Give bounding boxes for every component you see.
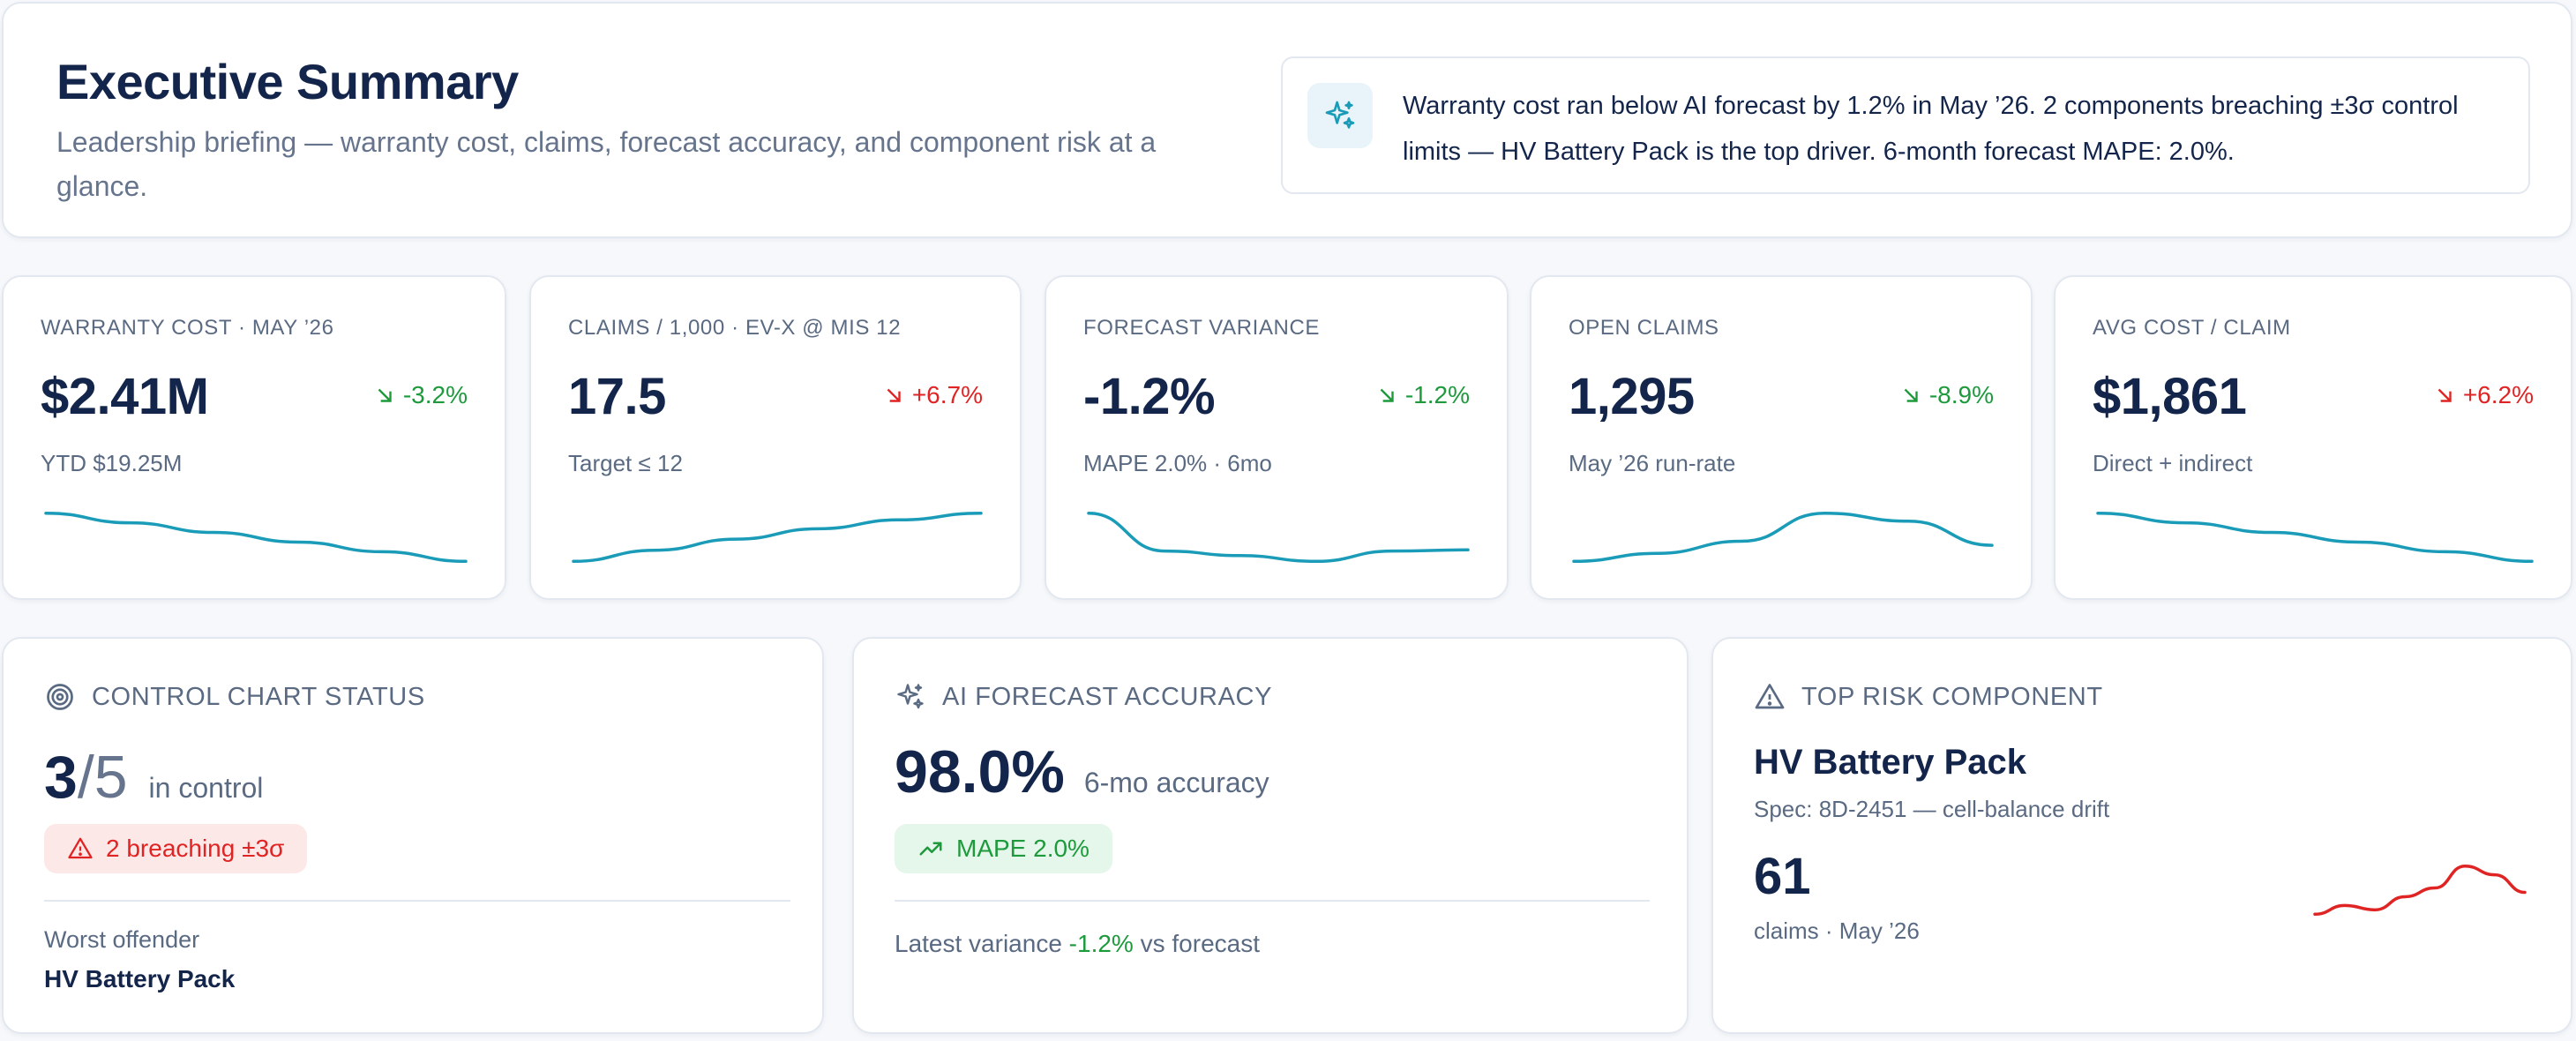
risk-claim-caption: claims · May ’26 [1754, 917, 1920, 944]
kpi-label: FORECAST VARIANCE [1083, 316, 1321, 340]
header-card: Executive Summary Leadership briefing — … [2, 2, 2572, 238]
kpi-delta: +6.7% [882, 381, 983, 409]
kpi-value: $1,861 [2093, 368, 2247, 425]
warning-icon [68, 837, 93, 859]
sparkline-path [44, 511, 468, 564]
divider [895, 900, 1650, 902]
kpi-value: 17.5 [568, 368, 666, 425]
sparkline-path [2313, 864, 2527, 917]
ai-forecast-accuracy-card[interactable]: AI FORECAST ACCURACY 98.0% 6-mo accuracy… [852, 637, 1689, 1034]
worst-offender-label: Worst offender [44, 926, 200, 953]
page-title: Executive Summary [56, 54, 519, 109]
top-risk-component-card[interactable]: TOP RISK COMPONENT HV Battery Pack Spec:… [1711, 637, 2572, 1034]
arrow-down-right-icon [1380, 388, 1394, 402]
in-control-total: /5 [77, 744, 128, 811]
arrow-down-right-icon [1904, 388, 1918, 402]
kpi-card-avg-cost-per-claim[interactable]: AVG COST / CLAIM $1,861 +6.2% Direct + i… [2054, 275, 2572, 600]
target-icon [47, 684, 73, 710]
kpi-delta-value: +6.7% [911, 381, 983, 408]
breach-badge: 2 breaching ±3σ [44, 824, 308, 873]
kpi-delta: +6.2% [2433, 381, 2534, 409]
in-control-value: 3 [44, 744, 78, 811]
mape-badge: MAPE 2.0% [895, 824, 1112, 873]
kpi-delta-value: -3.2% [402, 381, 468, 408]
kpi-label: AVG COST / CLAIM [2093, 316, 2291, 340]
sparkline-path [1572, 511, 1994, 564]
kpi-delta: -1.2% [1375, 381, 1470, 409]
arrow-down-right-icon [2437, 388, 2452, 402]
sparkline-path [2096, 511, 2534, 564]
worst-offender-value: HV Battery Pack [44, 965, 236, 992]
kpi-sparkline [1087, 511, 1470, 564]
kpi-value: $2.41M [41, 368, 209, 425]
risk-component-name: HV Battery Pack [1754, 743, 2027, 782]
kpi-card-open-claims[interactable]: OPEN CLAIMS 1,295 -8.9% May ’26 run-rate [1530, 275, 2033, 600]
in-control-count: 3/5 [44, 743, 128, 812]
accuracy-summary: 98.0% 6-mo accuracy [895, 738, 1269, 806]
risk-claim-count: 61 [1754, 848, 1811, 905]
kpi-delta-value: -8.9% [1928, 381, 1994, 408]
accuracy-value: 98.0% [895, 738, 1065, 805]
kpi-card-warranty-cost[interactable]: WARRANTY COST · MAY ’26 $2.41M -3.2% YTD… [2, 275, 506, 600]
kpi-subtext: MAPE 2.0% · 6mo [1083, 450, 1272, 476]
in-control-summary: 3/5 in control [44, 743, 263, 812]
sparkles-icon [897, 684, 924, 709]
divider [44, 900, 790, 902]
panel-header: CONTROL CHART STATUS [44, 681, 425, 713]
latest-variance: Latest variance -1.2% vs forecast [895, 930, 1260, 958]
latest-variance-prefix: Latest variance [895, 930, 1062, 957]
kpi-sparkline [2096, 511, 2534, 564]
kpi-sparkline [572, 511, 983, 564]
kpi-label: WARRANTY COST · MAY ’26 [41, 316, 334, 340]
latest-variance-value: -1.2% [1068, 930, 1134, 957]
arrow-down-right-icon [378, 388, 392, 402]
kpi-value: 1,295 [1569, 368, 1695, 425]
latest-variance-suffix: vs forecast [1140, 930, 1260, 957]
kpi-value: -1.2% [1083, 368, 1216, 425]
page-subtitle: Leadership briefing — warranty cost, cla… [56, 126, 1157, 202]
panel-title: TOP RISK COMPONENT [1801, 682, 2103, 711]
panel-title: CONTROL CHART STATUS [92, 682, 425, 711]
arrow-down-right-icon [887, 388, 901, 402]
kpi-sparkline [44, 511, 468, 564]
kpi-subtext: Direct + indirect [2093, 450, 2253, 476]
mape-badge-text: MAPE 2.0% [956, 835, 1090, 862]
trend-up-icon [919, 842, 942, 856]
kpi-label: CLAIMS / 1,000 · EV-X @ MIS 12 [568, 316, 902, 340]
kpi-subtext: YTD $19.25M [41, 450, 183, 476]
kpi-delta: -3.2% [373, 381, 468, 409]
kpi-label: OPEN CLAIMS [1569, 316, 1719, 340]
breach-badge-text: 2 breaching ±3σ [106, 835, 285, 862]
risk-component-spec: Spec: 8D-2451 — cell-balance drift [1754, 796, 2110, 822]
kpi-delta: -8.9% [1899, 381, 1994, 409]
ai-insight-text: Warranty cost ran below AI forecast by 1… [1403, 92, 2459, 166]
kpi-sparkline [1572, 511, 1994, 564]
ai-insight-banner: Warranty cost ran below AI forecast by 1… [1281, 56, 2530, 194]
kpi-delta-value: +6.2% [2462, 381, 2534, 408]
in-control-caption: in control [148, 772, 264, 804]
kpi-subtext: May ’26 run-rate [1569, 450, 1736, 476]
panel-header: TOP RISK COMPONENT [1754, 681, 2103, 713]
panel-title: AI FORECAST ACCURACY [942, 682, 1273, 711]
kpi-delta-value: -1.2% [1404, 381, 1470, 408]
risk-sparkline [2313, 864, 2527, 917]
sparkles-icon [1307, 83, 1373, 148]
kpi-card-forecast-variance[interactable]: FORECAST VARIANCE -1.2% -1.2% MAPE 2.0% … [1045, 275, 1509, 600]
accuracy-caption: 6-mo accuracy [1083, 767, 1269, 798]
kpi-card-claims-per-1000[interactable]: CLAIMS / 1,000 · EV-X @ MIS 12 17.5 +6.7… [529, 275, 1022, 600]
sparkline-path [1087, 511, 1470, 564]
sparkline-path [572, 511, 983, 564]
control-chart-status-card[interactable]: CONTROL CHART STATUS 3/5 in control 2 br… [2, 637, 824, 1034]
kpi-subtext: Target ≤ 12 [568, 450, 683, 476]
panel-header: AI FORECAST ACCURACY [895, 681, 1272, 713]
warning-icon [1755, 684, 1785, 709]
